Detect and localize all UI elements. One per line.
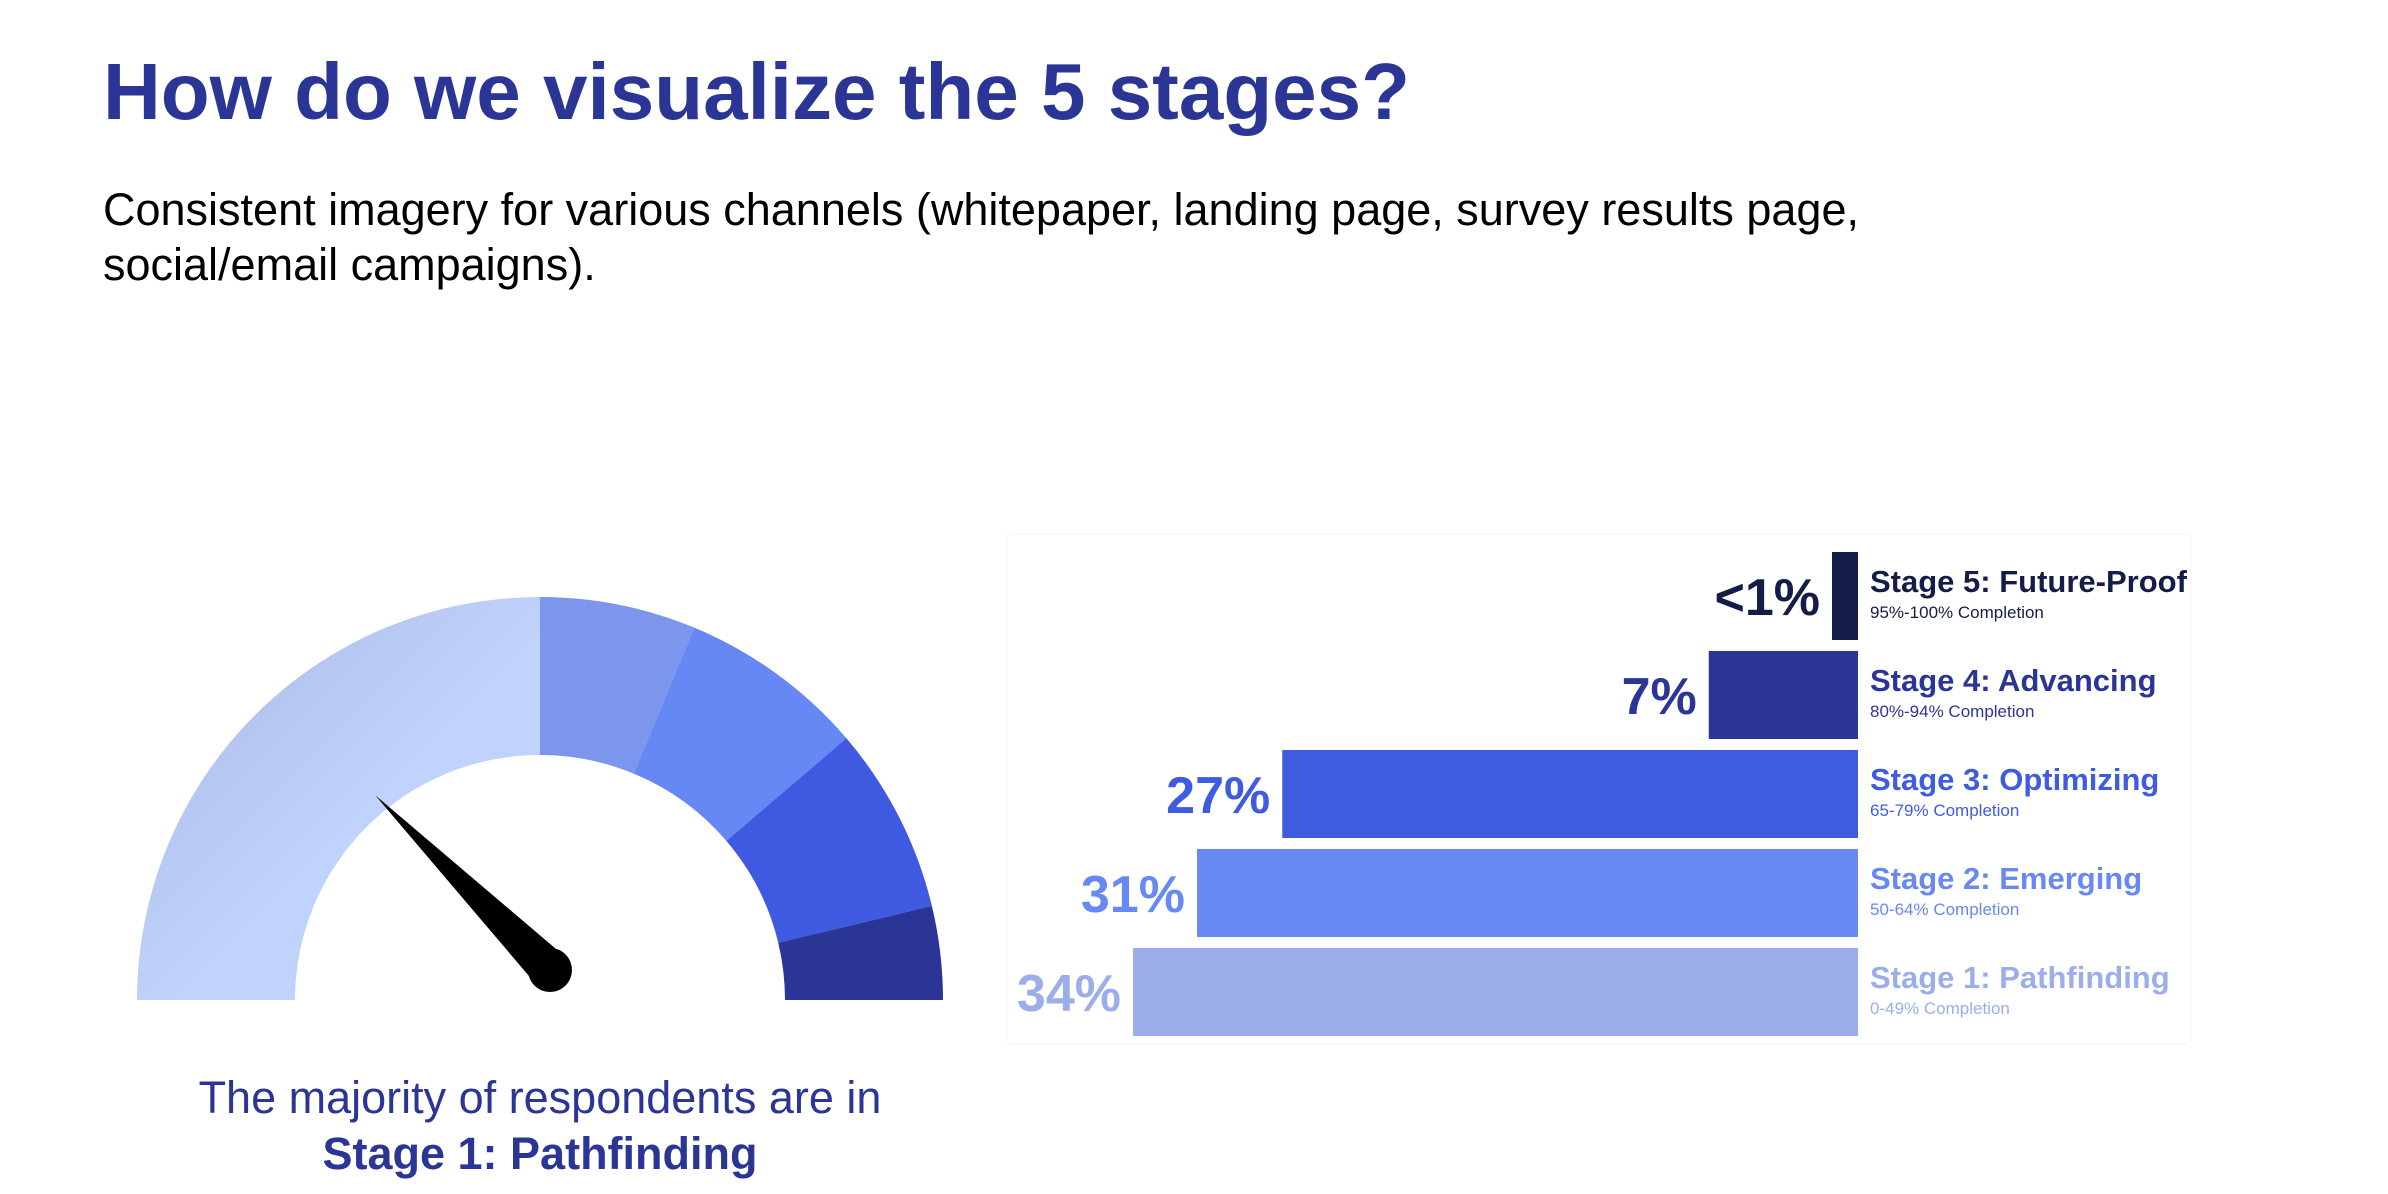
gauge-segment-5 <box>778 905 943 1000</box>
gauge-caption: The majority of respondents are in Stage… <box>130 1070 950 1182</box>
gauge-segment-4 <box>726 738 932 943</box>
gauge-needle-hub <box>528 948 572 992</box>
completion-label-stage-2: 50-64% Completion <box>1870 900 2019 919</box>
bar-stage-3 <box>1282 750 1858 838</box>
completion-label-stage-4: 80%-94% Completion <box>1870 702 2034 721</box>
page-title: How do we visualize the 5 stages? <box>103 47 1411 136</box>
gauge-caption-stage: Stage 1: Pathfinding <box>322 1128 758 1179</box>
gauge-caption-text: The majority of respondents are in <box>198 1072 882 1123</box>
value-label-stage-4: 7% <box>1622 668 1697 726</box>
stage-distribution-chart: <1% Stage 5: Future-Proof 95%-100% Complet… <box>1008 535 2190 1043</box>
category-label-stage-1: Stage 1: Pathfinding <box>1870 960 2170 995</box>
category-label-stage-5: Stage 5: Future-Proof <box>1870 564 2188 599</box>
gauge-segment-2 <box>540 597 695 774</box>
bar-stage-5 <box>1832 552 1858 640</box>
bar-stage-4 <box>1708 651 1858 739</box>
completion-label-stage-5: 95%-100% Completion <box>1870 603 2044 622</box>
value-label-stage-1: 34% <box>1017 965 1121 1023</box>
gauge-needle-pointer <box>375 795 565 985</box>
category-label-stage-3: Stage 3: Optimizing <box>1870 762 2159 797</box>
stage-bar-chart: <1% Stage 5: Future-Proof 95%-100% Complet… <box>1017 552 2188 1036</box>
page-subtitle: Consistent imagery for various channels … <box>103 184 1859 290</box>
gauge-segment-3 <box>633 627 847 841</box>
bar-stage-2 <box>1196 849 1858 937</box>
category-label-stage-2: Stage 2: Emerging <box>1870 861 2142 896</box>
completion-label-stage-3: 65-79% Completion <box>1870 801 2019 820</box>
value-label-stage-3: 27% <box>1166 767 1270 825</box>
completion-label-stage-1: 0-49% Completion <box>1870 999 2010 1018</box>
gauge-segment-1 <box>137 597 540 1000</box>
category-label-stage-4: Stage 4: Advancing <box>1870 663 2157 698</box>
bar-stage-1 <box>1133 948 1858 1036</box>
value-label-stage-5: <1% <box>1714 569 1820 627</box>
gauge-needle <box>375 795 572 992</box>
value-label-stage-2: 31% <box>1081 866 1185 924</box>
stage-gauge <box>137 597 943 1000</box>
